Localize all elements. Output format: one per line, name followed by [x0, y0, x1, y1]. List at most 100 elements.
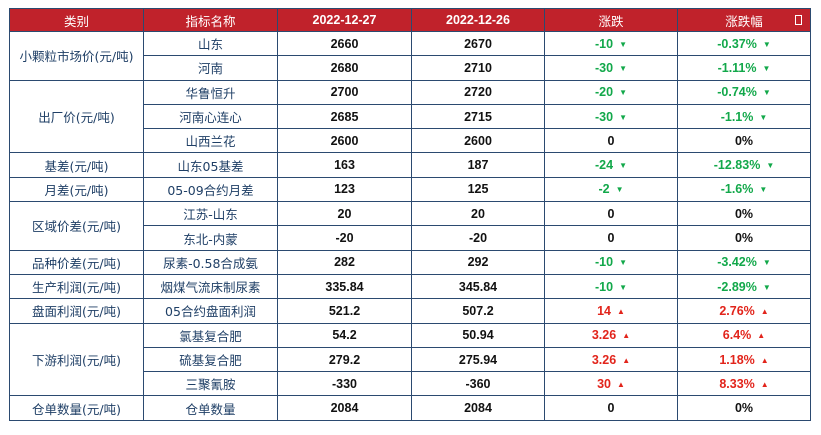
table-row: 河南 2680 2710 -30 ▼ -1.11% ▼ [10, 55, 811, 81]
up-arrow-icon: ▲ [616, 379, 625, 389]
up-arrow-icon: ▲ [622, 355, 631, 365]
change-pct-cell: -3.42% ▼ [677, 249, 811, 275]
filter-icon[interactable] [795, 15, 802, 25]
table-row: 下游利润(元/吨) 氯基复合肥 54.2 50.94 3.26 ▲ 6.4% ▲ [9, 322, 811, 397]
change-pct-cell: 8.33% ▲ [677, 371, 811, 397]
change-pct-cell: -0.74% ▼ [677, 79, 811, 105]
change-pct-value: 2.76% [719, 303, 755, 318]
value-previous-cell: 2670 [411, 30, 545, 57]
indicator-name-cell: 河南 [143, 55, 278, 81]
change-pct-cell: -2.89% ▼ [677, 273, 811, 300]
change-cell: -10 ▼ [544, 249, 678, 275]
change-value: 3.26 [591, 352, 617, 367]
header-change-pct-label: 涨跌幅 [725, 13, 763, 29]
value-current-cell: 2680 [277, 55, 412, 81]
change-value: 0 [607, 401, 615, 416]
change-pct-cell: 0% [677, 395, 811, 421]
change-cell: -30 ▼ [544, 55, 678, 81]
change-pct-cell: 1.18% ▲ [677, 346, 811, 373]
value-previous-cell: 275.94 [411, 346, 545, 373]
down-arrow-icon: ▼ [619, 258, 627, 268]
indicator-name-cell: 山东05基差 [143, 152, 278, 178]
header-change-pct: 涨跌幅 [677, 8, 811, 32]
indicator-name-cell: 江苏-山东 [143, 201, 278, 227]
change-cell: 30 ▲ [544, 371, 678, 397]
indicator-name-cell: 三聚氰胺 [143, 371, 278, 397]
down-arrow-icon: ▼ [762, 63, 771, 73]
header-date-previous: 2022-12-26 [411, 8, 545, 32]
indicator-name-cell: 山西兰花 [143, 128, 278, 154]
change-value: -30 [595, 60, 614, 75]
value-previous-cell: 125 [411, 176, 545, 203]
value-current-cell: 279.2 [277, 346, 412, 373]
indicator-name-cell: 尿素-0.58合成氨 [143, 249, 278, 275]
down-arrow-icon: ▼ [766, 161, 775, 171]
urea-price-table-container: 类别 指标名称 2022-12-27 2022-12-26 涨跌 涨跌幅 小颗粒… [9, 8, 811, 421]
value-current-cell: 20 [277, 201, 412, 227]
value-previous-cell: 20 [411, 201, 545, 227]
table-row: 出厂价(元/吨) 华鲁恒升 2700 2720 -20 ▼ -0.74% ▼ [9, 79, 811, 154]
indicator-name-cell: 山东 [143, 30, 278, 57]
value-current-cell: 2660 [277, 30, 412, 57]
table-row: 区域价差(元/吨) 江苏-山东 20 20 0 0% [9, 201, 811, 251]
value-previous-cell: 507.2 [411, 298, 545, 324]
header-category: 类别 [9, 8, 144, 32]
table-row: 仓单数量(元/吨) 仓单数量 2084 2084 0 0% [9, 395, 811, 421]
change-pct-cell: 0% [677, 128, 811, 154]
indicator-name-cell: 华鲁恒升 [143, 79, 278, 105]
table-row: 东北-内蒙 -20 -20 0 0% [10, 225, 811, 251]
change-value: -2 [598, 182, 610, 197]
change-pct-value: -3.42% [717, 255, 757, 270]
value-current-cell: 54.2 [277, 322, 412, 348]
table-row: 硫基复合肥 279.2 275.94 3.26 ▲ 1.18% ▲ [10, 346, 811, 373]
change-cell: -10 ▼ [544, 273, 678, 300]
header-date-current: 2022-12-27 [277, 8, 412, 32]
change-value: 14 [597, 303, 611, 318]
down-arrow-icon: ▼ [619, 88, 627, 98]
category-cell: 月差(元/吨) [9, 176, 144, 203]
indicator-name-cell: 烟煤气流床制尿素 [143, 273, 278, 300]
change-pct-value: -12.83% [713, 158, 761, 173]
indicator-name-cell: 05合约盘面利润 [143, 298, 278, 324]
indicator-name-cell: 氯基复合肥 [143, 322, 278, 348]
value-previous-cell: 345.84 [411, 273, 545, 300]
down-arrow-icon: ▼ [762, 282, 771, 292]
value-previous-cell: 292 [411, 249, 545, 275]
down-arrow-icon: ▼ [619, 161, 627, 171]
indicator-name-cell: 05-09合约月差 [143, 176, 278, 203]
change-cell: -2 ▼ [544, 176, 678, 203]
value-previous-cell: 187 [411, 152, 545, 178]
category-cell: 小颗粒市场价(元/吨) [9, 31, 144, 81]
change-value: -10 [595, 279, 614, 294]
value-previous-cell: 2710 [411, 55, 545, 81]
change-value: 30 [597, 376, 611, 391]
up-arrow-icon: ▲ [616, 306, 625, 316]
value-current-cell: 282 [277, 249, 412, 275]
down-arrow-icon: ▼ [615, 185, 624, 195]
up-arrow-icon: ▲ [760, 379, 769, 389]
change-pct-value: -0.37% [717, 36, 757, 51]
value-current-cell: 2685 [277, 103, 412, 130]
up-arrow-icon: ▲ [622, 331, 631, 341]
table-row: 山西兰花 2600 2600 0 0% [10, 128, 811, 154]
change-pct-cell: -1.6% ▼ [677, 176, 811, 203]
urea-price-table: 类别 指标名称 2022-12-27 2022-12-26 涨跌 涨跌幅 小颗粒… [9, 8, 811, 421]
down-arrow-icon: ▼ [619, 39, 627, 49]
down-arrow-icon: ▼ [762, 39, 771, 49]
change-cell: 0 [544, 128, 678, 154]
change-cell: 0 [544, 225, 678, 251]
value-previous-cell: -20 [411, 225, 545, 251]
change-pct-cell: -1.1% ▼ [677, 103, 811, 130]
header-change: 涨跌 [544, 8, 678, 32]
table-row: 河南心连心 2685 2715 -30 ▼ -1.1% ▼ [10, 103, 811, 130]
change-cell: 0 [544, 201, 678, 227]
value-previous-cell: 50.94 [411, 322, 545, 348]
change-pct-value: -2.89% [717, 279, 757, 294]
change-pct-value: 8.33% [719, 376, 755, 391]
category-cell: 生产利润(元/吨) [9, 273, 144, 300]
down-arrow-icon: ▼ [619, 112, 627, 122]
table-row: 生产利润(元/吨) 烟煤气流床制尿素 335.84 345.84 -10 ▼ -2.89% ▼ [9, 273, 811, 300]
value-previous-cell: -360 [411, 371, 545, 397]
change-pct-value: -1.1% [720, 109, 754, 124]
category-cell: 品种价差(元/吨) [9, 249, 144, 275]
